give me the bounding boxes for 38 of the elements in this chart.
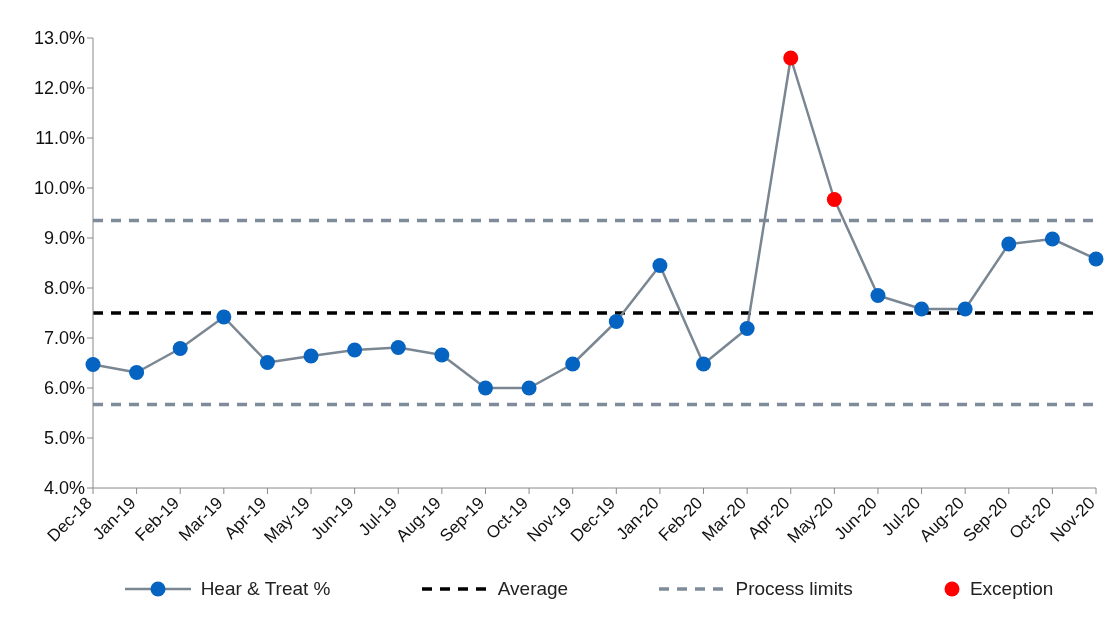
y-tick-label: 10.0% (33, 178, 85, 199)
y-tick-label: 5.0% (43, 428, 85, 449)
legend-label: Hear & Treat % (200, 578, 331, 600)
point (129, 365, 145, 380)
point (434, 347, 450, 363)
point (783, 50, 799, 66)
point (85, 357, 101, 372)
point (259, 355, 275, 370)
point (914, 301, 930, 317)
point (826, 192, 842, 207)
y-tick-label: 8.0% (43, 278, 85, 299)
point (216, 309, 232, 325)
point (652, 258, 668, 273)
point (521, 380, 537, 396)
point (1088, 251, 1104, 267)
y-tick-label: 9.0% (43, 228, 85, 249)
point (1044, 231, 1060, 247)
legend-label: Process limits (735, 578, 853, 600)
legend-label: Average (497, 578, 569, 600)
y-tick-label: 6.0% (43, 378, 85, 399)
point (347, 342, 363, 358)
point (390, 340, 406, 355)
point (172, 341, 188, 356)
legend-label: Exception (969, 578, 1054, 600)
y-tick-label: 11.0% (35, 128, 85, 149)
point (696, 356, 712, 372)
point (565, 356, 581, 372)
y-tick-label: 4.0% (43, 478, 85, 499)
y-tick-label: 12.0% (33, 78, 85, 99)
point (739, 321, 755, 336)
point (957, 301, 973, 317)
y-tick-label: 7.0% (43, 328, 85, 349)
point (303, 348, 319, 364)
point (477, 380, 493, 396)
point (1001, 236, 1017, 252)
y-tick-label: 13.0% (33, 28, 85, 49)
point (608, 314, 624, 329)
point (870, 288, 886, 303)
